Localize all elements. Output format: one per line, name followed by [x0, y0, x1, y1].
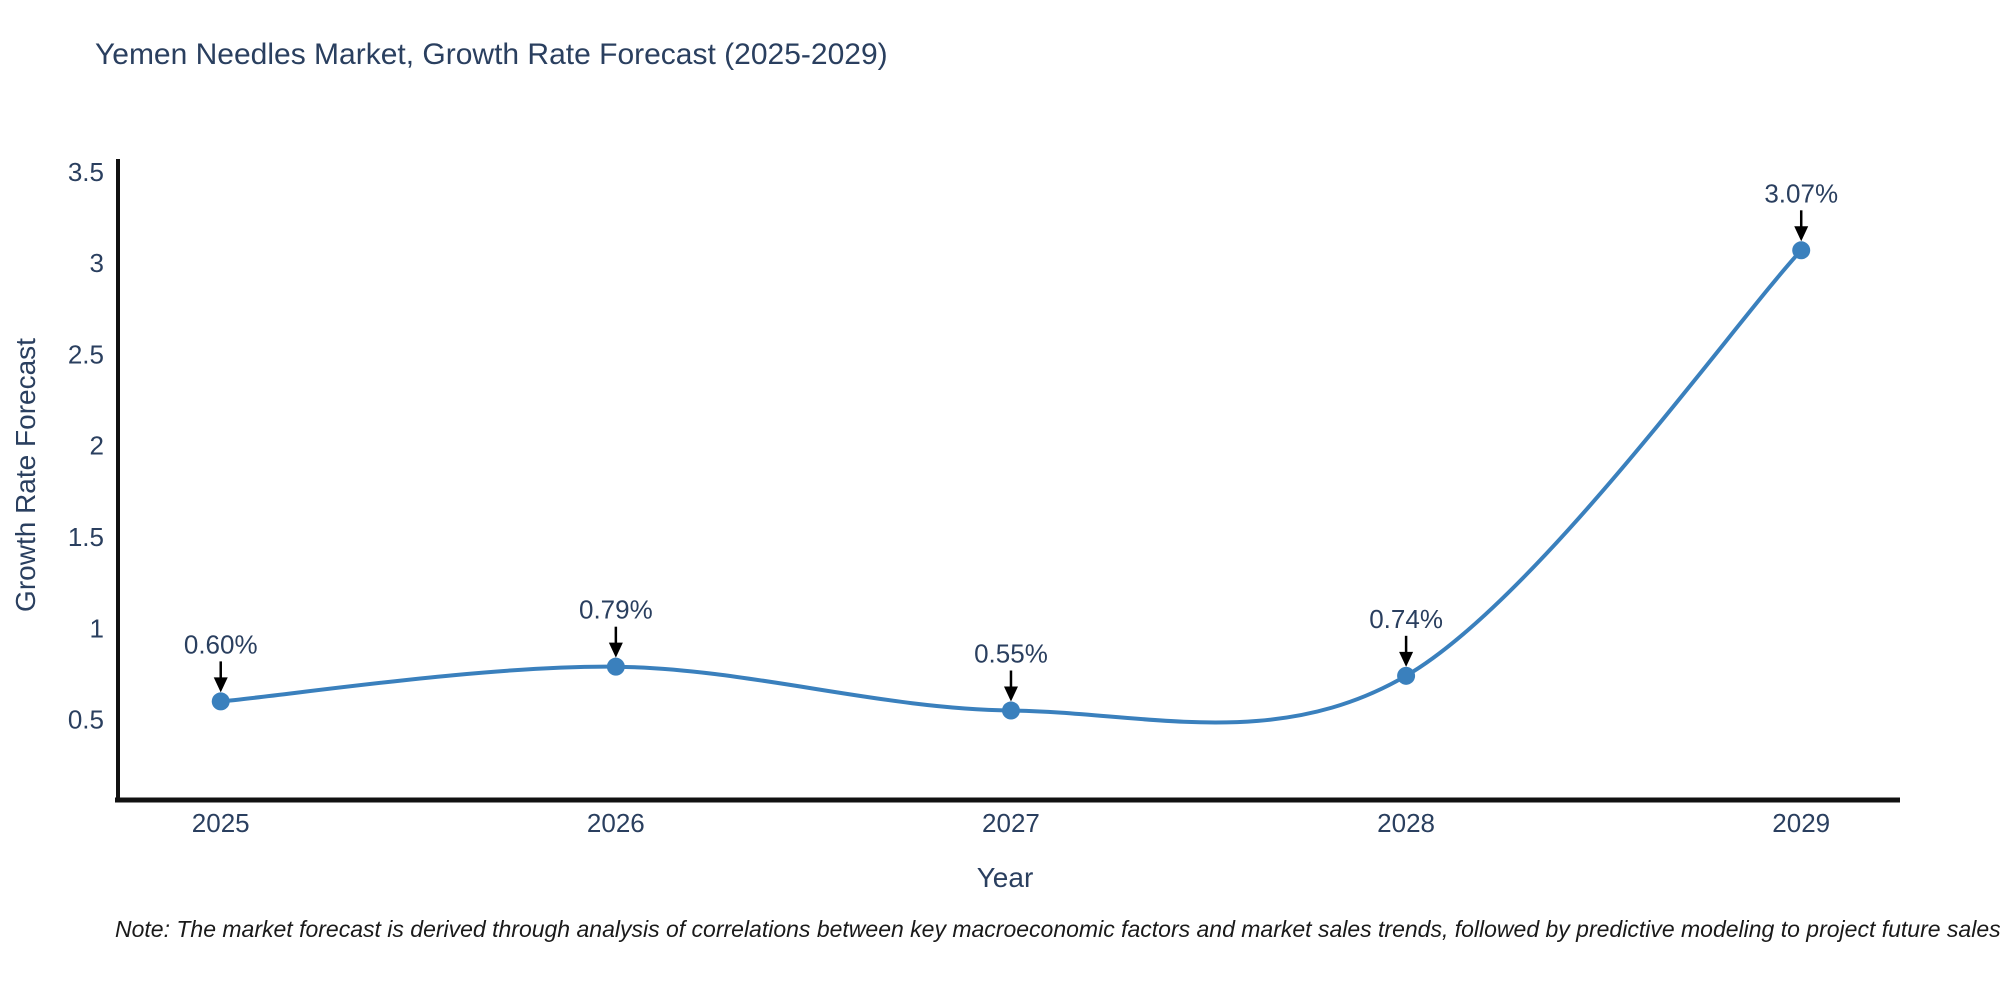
data-point — [1792, 241, 1811, 260]
annotation-arrow-head-icon — [1794, 226, 1809, 242]
y-tick-label: 1.5 — [68, 522, 104, 552]
x-axis-title: Year — [976, 862, 1034, 893]
data-point-label: 0.74% — [1369, 604, 1443, 634]
y-tick-label: 1 — [90, 613, 104, 643]
y-tick-label: 3.5 — [68, 157, 104, 187]
footnote: Note: The market forecast is derived thr… — [115, 916, 2000, 942]
annotation-arrow-head-icon — [1003, 686, 1018, 702]
data-point-label: 3.07% — [1764, 178, 1838, 208]
x-tick-label: 2028 — [1377, 808, 1435, 838]
data-point — [211, 692, 230, 711]
y-tick-label: 3 — [90, 248, 104, 278]
y-tick-label: 2.5 — [68, 339, 104, 369]
data-point-label: 0.60% — [184, 629, 258, 659]
data-point — [606, 657, 625, 676]
annotation-arrow-head-icon — [213, 677, 228, 693]
annotation-arrow-head-icon — [608, 642, 623, 658]
chart-title: Yemen Needles Market, Growth Rate Foreca… — [95, 38, 888, 71]
forecast-line — [218, 248, 1804, 725]
annotation-arrow-head-icon — [1399, 651, 1414, 667]
y-tick-label: 2 — [90, 431, 104, 461]
data-point-label: 0.79% — [579, 595, 653, 625]
data-point-label: 0.55% — [974, 639, 1048, 669]
data-point — [1001, 701, 1020, 720]
x-tick-label: 2025 — [192, 808, 250, 838]
data-point — [1397, 666, 1416, 685]
y-tick-label: 0.5 — [68, 705, 104, 735]
x-tick-label: 2027 — [982, 808, 1040, 838]
x-tick-label: 2026 — [587, 808, 645, 838]
x-tick-label: 2029 — [1772, 808, 1830, 838]
